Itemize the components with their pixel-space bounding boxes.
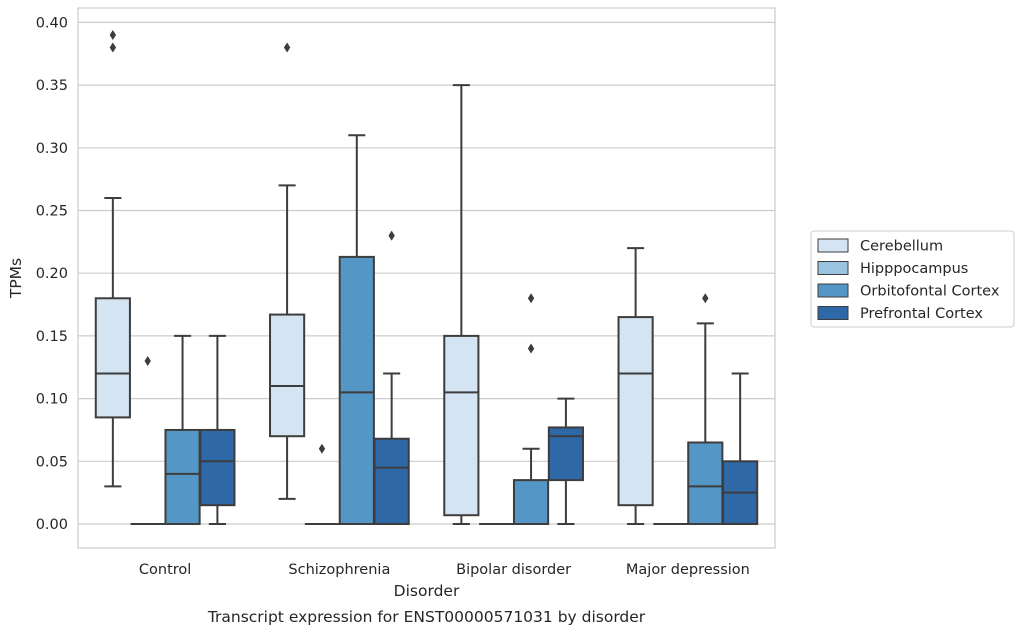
y-tick-label: 0.25 xyxy=(36,204,68,220)
legend-swatch xyxy=(817,261,849,275)
box-1-3 xyxy=(373,230,410,525)
box-iqr xyxy=(94,297,131,419)
box-0-2 xyxy=(164,334,201,526)
outlier-point xyxy=(527,343,535,354)
box-0-0 xyxy=(94,29,131,488)
y-axis-title: TPMs xyxy=(7,258,25,299)
x-tick-label: Control xyxy=(139,562,191,578)
outlier-point xyxy=(527,293,535,304)
box-2-3 xyxy=(547,397,584,525)
y-ticks: 0.00 0.05 0.10 0.15 0.20 0.25 0.30 0.35 0.40 xyxy=(36,15,68,533)
outlier-point xyxy=(318,443,326,454)
plot-frame xyxy=(77,7,776,549)
y-tick-label: 0.20 xyxy=(36,266,68,282)
x-axis-title: Disorder xyxy=(394,582,460,600)
legend-swatch xyxy=(817,283,849,298)
chart-caption: Transcript expression for ENST0000057103… xyxy=(207,608,646,626)
outlier-point xyxy=(388,230,395,241)
box-iqr xyxy=(199,428,236,507)
legend-label: Orbitofontal Cortex xyxy=(860,284,1000,300)
box-iqr xyxy=(373,437,410,525)
legend-label: Cerebellum xyxy=(860,239,943,255)
outlier-point xyxy=(283,42,291,53)
y-tick-label: 0.15 xyxy=(36,329,68,345)
legend-frame xyxy=(810,230,1015,328)
legend-swatch xyxy=(817,306,849,320)
legend: Cerebellum Hipppocampus Orbitofontal Corte… xyxy=(810,230,1015,328)
outlier-point xyxy=(109,42,117,53)
legend-label: Prefrontal Cortex xyxy=(860,306,983,322)
x-tick-label: Major depression xyxy=(626,562,750,578)
box-iqr xyxy=(617,316,654,507)
x-tick-label: Bipolar disorder xyxy=(456,562,571,578)
y-tick-label: 0.35 xyxy=(36,78,68,94)
box-2-2 xyxy=(512,293,550,525)
box-iqr xyxy=(338,255,375,525)
outlier-point xyxy=(144,355,151,366)
box-1-0 xyxy=(269,42,306,500)
y-tick-label: 0.10 xyxy=(36,392,68,408)
box-3-2 xyxy=(687,293,724,525)
box-1-1 xyxy=(304,443,340,525)
outlier-point xyxy=(109,29,117,40)
legend-label: Hipppocampus xyxy=(860,261,968,277)
x-ticks: Control Schizophrenia Bipolar disorder Majo… xyxy=(139,562,750,578)
box-iqr xyxy=(512,479,550,525)
y-tick-label: 0.30 xyxy=(36,141,68,157)
legend-swatch xyxy=(817,238,849,253)
box-3-0 xyxy=(617,247,654,525)
box-iqr xyxy=(164,428,201,526)
box-0-3 xyxy=(199,334,236,525)
box-iqr xyxy=(687,441,724,525)
box-2-0 xyxy=(443,84,480,525)
boxes xyxy=(94,29,759,526)
box-0-1 xyxy=(130,355,165,525)
box-3-3 xyxy=(722,372,759,525)
y-tick-label: 0.40 xyxy=(36,15,68,31)
x-tick-label: Schizophrenia xyxy=(288,562,390,578)
box-iqr xyxy=(443,334,480,517)
y-tick-label: 0.05 xyxy=(36,454,68,470)
box-iqr xyxy=(269,313,306,438)
y-tick-label: 0.00 xyxy=(36,517,68,533)
box-1-2 xyxy=(338,134,375,525)
outlier-point xyxy=(702,293,709,304)
